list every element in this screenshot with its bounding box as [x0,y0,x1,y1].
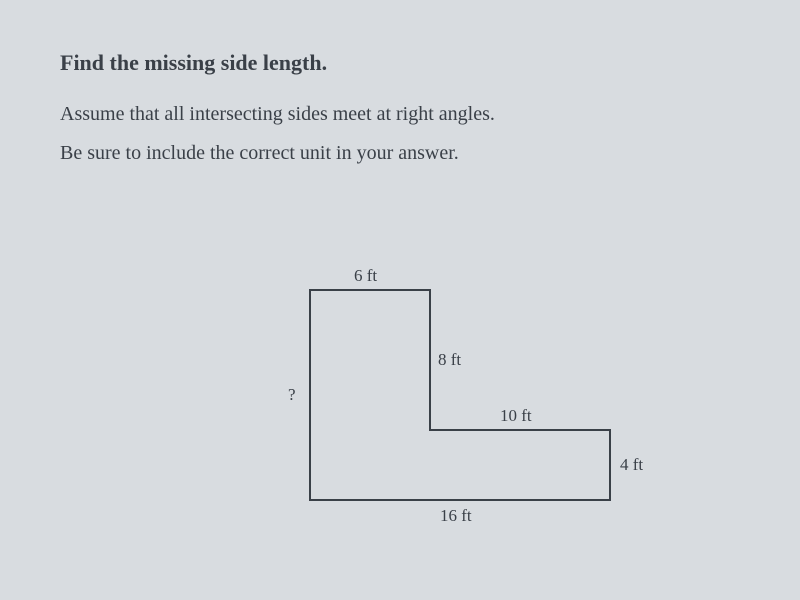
geometry-figure: 6 ft 8 ft 10 ft 4 ft 16 ft ? [250,260,670,560]
instruction-line-2: Be sure to include the correct unit in y… [60,139,740,168]
label-inner-horizontal: 10 ft [500,406,532,426]
label-inner-vertical: 8 ft [438,350,461,370]
label-right: 4 ft [620,455,643,475]
label-left-missing: ? [288,385,296,405]
label-bottom: 16 ft [440,506,472,526]
instruction-line-1: Assume that all intersecting sides meet … [60,100,740,129]
page-title: Find the missing side length. [60,50,740,76]
label-top: 6 ft [354,266,377,286]
